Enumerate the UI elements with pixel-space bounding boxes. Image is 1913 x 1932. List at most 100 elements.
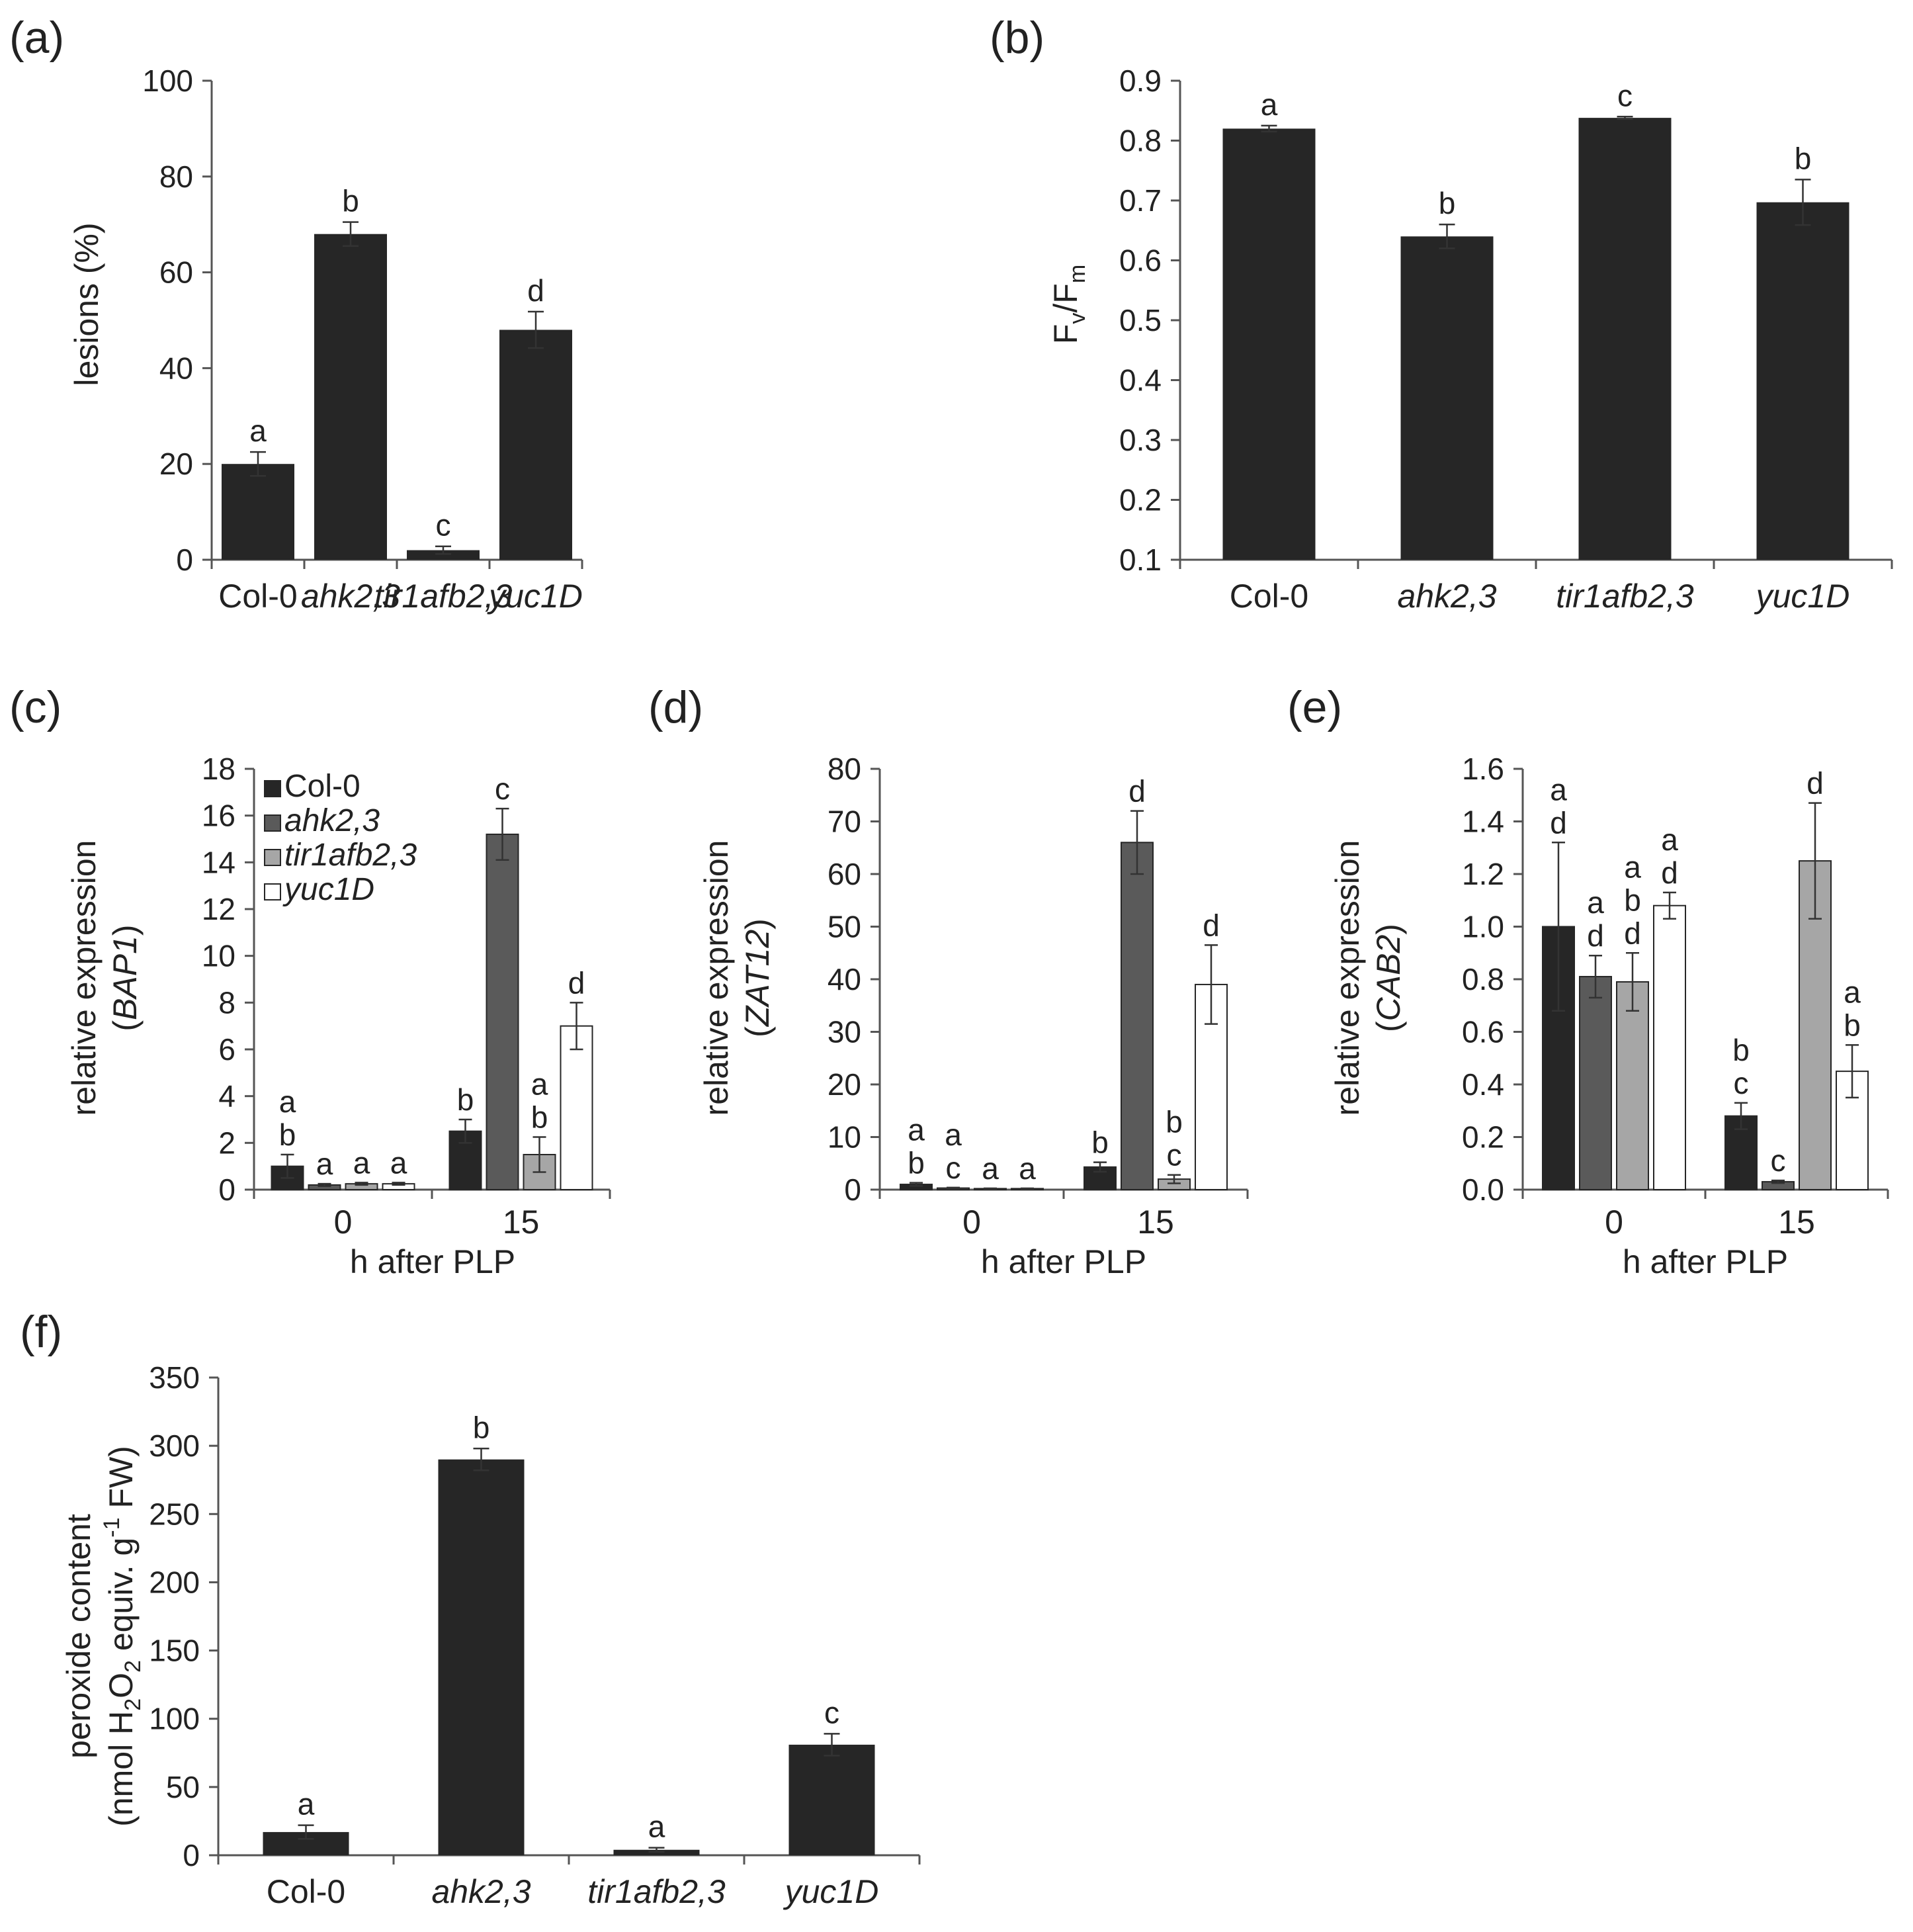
panel-c-y-tick-label: 16 [202, 799, 235, 833]
panel-e-significance-letter: a [1550, 772, 1567, 807]
panel-d-significance-letter: b [908, 1146, 925, 1180]
panel-d-y-tick-label: 70 [828, 805, 861, 839]
panel-c-y-tick-label: 10 [202, 939, 235, 973]
panel-a-category-label: Col-0 [218, 578, 297, 615]
panel-f-y-tick-label: 350 [149, 1360, 200, 1395]
panel-c-significance-letter: a [531, 1067, 548, 1102]
panel-c-significance-letter: a [316, 1147, 333, 1181]
panel-e-significance-letter: c [1734, 1066, 1749, 1100]
panel-f-category-label: yuc1D [783, 1873, 879, 1910]
panel-b-bar [1756, 202, 1849, 560]
panel-a-y-tick-label: 0 [176, 543, 193, 577]
panel-b-y-tick-label: 0.1 [1119, 543, 1162, 577]
panel-e-y-tick-label: 0.2 [1462, 1120, 1504, 1155]
panel-f-bar [788, 1744, 875, 1855]
panel-b-significance-letter: c [1617, 78, 1633, 112]
panel-d-y-tick-label: 60 [828, 857, 861, 891]
panel-e-y-tick-label: 0.0 [1462, 1172, 1504, 1207]
panel-a-y-tick-label: 100 [142, 64, 193, 98]
panel-e-y-tick-label: 1.0 [1462, 910, 1504, 944]
panel-b-category-label: tir1afb2,3 [1556, 578, 1694, 615]
panel-e-significance-letter: d [1550, 805, 1567, 840]
panel-b-y-tick-label: 0.7 [1119, 183, 1162, 218]
panel-d-y-tick-label: 50 [828, 910, 861, 944]
panel-e-significance-letter: a [1844, 975, 1861, 1009]
panel-a-bar [407, 550, 480, 560]
panel-c-legend-label: Col-0 [284, 769, 361, 804]
panel-a-y-tick-label: 60 [159, 255, 193, 290]
panel-c-y-tick-label: 6 [218, 1032, 235, 1067]
panel-c-y-tick-label: 18 [202, 752, 235, 786]
panel-d-significance-letter: a [908, 1113, 925, 1147]
panel-c-y-tick-label: 0 [218, 1172, 235, 1207]
panel-d-significance-letter: b [1166, 1105, 1183, 1139]
panel-c-y-axis-title-line2: (BAP1) [106, 924, 144, 1031]
panel-f-y-tick-label: 150 [149, 1634, 200, 1668]
panel-d-label: (d) [648, 682, 703, 732]
panel-f-bar [438, 1459, 525, 1855]
panel-d-significance-letter: d [1203, 908, 1220, 942]
panel-c-legend-swatch [264, 883, 281, 900]
panel-e-significance-letter: a [1624, 850, 1641, 884]
panel-f-y-tick-label: 200 [149, 1565, 200, 1599]
panel-e-significance-letter: d [1624, 916, 1641, 950]
panel-a-significance-letter: d [527, 273, 544, 308]
panel-b-y-tick-label: 0.3 [1119, 423, 1162, 457]
panel-c-significance-letter: b [279, 1118, 296, 1152]
panel-f-category-label: tir1afb2,3 [587, 1873, 726, 1910]
panel-c-significance-letter: c [495, 771, 510, 806]
panel-a-bar [222, 464, 294, 560]
panel-d-x-axis-title: h after PLP [981, 1243, 1146, 1280]
panel-c-category-label: 15 [503, 1204, 540, 1241]
panel-f-y-tick-label: 0 [183, 1838, 200, 1872]
panel-b-y-tick-label: 0.2 [1119, 483, 1162, 517]
panel-e-y-tick-label: 1.2 [1462, 857, 1504, 891]
panel-a-significance-letter: a [249, 414, 267, 448]
panel-d-significance-letter: b [1091, 1125, 1109, 1160]
panel-c-bar [486, 833, 519, 1190]
panel-c-legend-swatch [264, 814, 281, 832]
panel-b-significance-letter: b [1795, 141, 1812, 175]
panel-c-significance-letter: b [531, 1100, 548, 1135]
panel-b-y-axis-title-sub-m: m [1065, 265, 1090, 283]
panel-c-category-label: 0 [334, 1204, 353, 1241]
panel-e-significance-letter: a [1661, 822, 1678, 857]
panel-e-significance-letter: b [1844, 1008, 1861, 1042]
panel-d-chart: (d) relative expression (ZAT12) h after … [648, 682, 1249, 1280]
panel-a-bar [314, 234, 387, 560]
panel-a-category-label: yuc1D [487, 578, 583, 615]
panel-b-y-tick-label: 0.5 [1119, 303, 1162, 337]
panel-f-significance-letter: a [298, 1787, 315, 1822]
panel-b-category-label: Col-0 [1230, 578, 1308, 615]
panel-b-category-label: yuc1D [1754, 578, 1850, 615]
panel-d-gene-name: ZAT12 [739, 930, 776, 1028]
panel-b-category-label: ahk2,3 [1397, 578, 1496, 615]
panel-d-y-tick-label: 40 [828, 962, 861, 996]
panel-d-y-tick-label: 80 [828, 752, 861, 786]
panel-d-y-tick-label: 10 [828, 1120, 861, 1155]
panel-c-y-tick-label: 8 [218, 985, 235, 1020]
panel-d-category-label: 0 [962, 1204, 981, 1241]
panel-e-category-label: 15 [1778, 1204, 1815, 1241]
panel-d-significance-letter: d [1128, 774, 1146, 809]
panel-f-y-tick-label: 250 [149, 1497, 200, 1531]
panel-e-y-tick-label: 0.6 [1462, 1015, 1504, 1049]
panel-e-gene-name: CAB2 [1370, 935, 1407, 1022]
panel-f-y-axis-title-line2: (nmol H2O2 equiv. g-1 FW) [99, 1446, 146, 1827]
panel-b-significance-letter: b [1439, 186, 1456, 220]
panel-e-y-tick-label: 1.4 [1462, 805, 1504, 839]
panel-b-y-tick-label: 0.6 [1119, 243, 1162, 278]
panel-e-y-tick-label: 0.8 [1462, 962, 1504, 996]
panel-c-significance-letter: a [390, 1145, 407, 1180]
panel-a-category-label: tir1afb2,3 [374, 578, 513, 615]
panel-f-label: (f) [20, 1307, 62, 1357]
panel-d-y-axis-title-line1: relative expression [698, 840, 735, 1116]
panel-e-bar [1616, 981, 1649, 1190]
panel-c-legend-label: yuc1D [282, 872, 374, 907]
panel-e-label: (e) [1287, 682, 1342, 732]
panel-a-y-tick-label: 40 [159, 351, 193, 385]
panel-c-gene-name: BAP1 [106, 936, 144, 1020]
panel-b-y-tick-label: 0.9 [1119, 64, 1162, 98]
panel-f-category-label: Col-0 [267, 1873, 345, 1910]
